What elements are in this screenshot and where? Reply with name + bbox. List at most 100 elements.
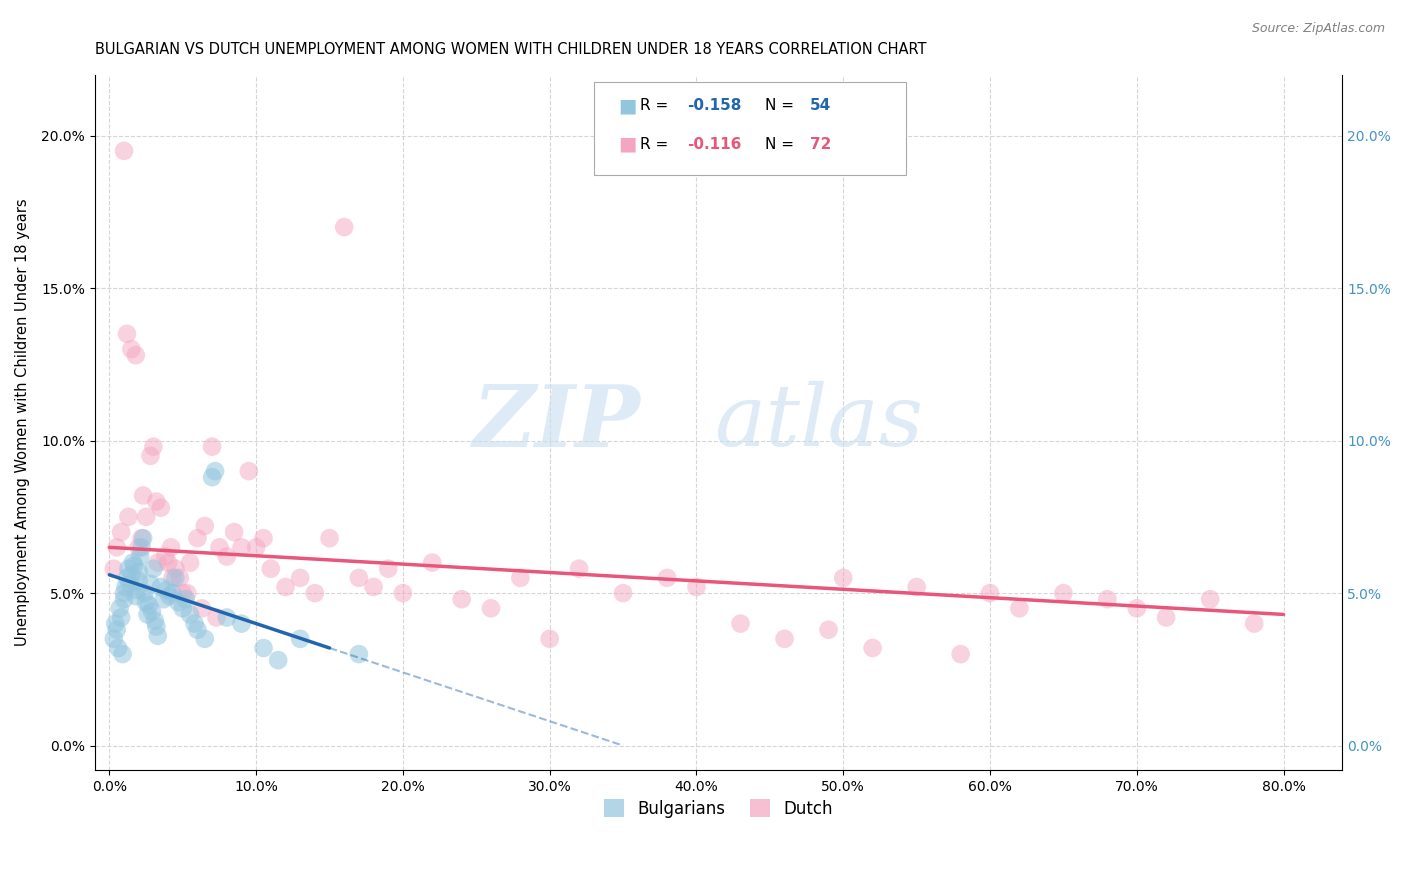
Point bbox=[128, 574, 150, 588]
Point bbox=[134, 586, 156, 600]
Point bbox=[509, 571, 531, 585]
Text: ZIP: ZIP bbox=[472, 381, 640, 464]
Point bbox=[245, 541, 267, 555]
Text: 72: 72 bbox=[810, 136, 831, 152]
Point bbox=[290, 571, 312, 585]
Point bbox=[145, 494, 167, 508]
Text: -0.116: -0.116 bbox=[688, 136, 742, 152]
Text: R =: R = bbox=[640, 136, 673, 152]
Point bbox=[132, 531, 155, 545]
Point bbox=[205, 610, 228, 624]
Point bbox=[179, 556, 201, 570]
Text: Source: ZipAtlas.com: Source: ZipAtlas.com bbox=[1251, 22, 1385, 36]
Point bbox=[127, 582, 149, 597]
Point bbox=[136, 607, 159, 622]
Point bbox=[165, 562, 187, 576]
Point bbox=[131, 541, 153, 555]
Point bbox=[146, 629, 169, 643]
Point bbox=[107, 640, 129, 655]
Point bbox=[114, 580, 136, 594]
Point bbox=[1126, 601, 1149, 615]
Point bbox=[183, 616, 205, 631]
Point bbox=[224, 525, 246, 540]
Point bbox=[132, 488, 155, 502]
Point bbox=[110, 610, 132, 624]
Point bbox=[131, 531, 153, 545]
Text: N =: N = bbox=[765, 136, 799, 152]
Y-axis label: Unemployment Among Women with Children Under 18 years: Unemployment Among Women with Children U… bbox=[15, 199, 30, 646]
Point bbox=[111, 647, 134, 661]
Point bbox=[169, 571, 191, 585]
Point bbox=[135, 509, 157, 524]
Point bbox=[165, 571, 187, 585]
Point bbox=[159, 589, 181, 603]
Point bbox=[318, 531, 340, 545]
Point bbox=[139, 449, 162, 463]
Point bbox=[108, 601, 131, 615]
Text: R =: R = bbox=[640, 98, 673, 113]
Point bbox=[568, 562, 591, 576]
Point bbox=[290, 632, 312, 646]
Point bbox=[152, 592, 174, 607]
Text: -0.158: -0.158 bbox=[688, 98, 742, 113]
Point bbox=[479, 601, 502, 615]
Point bbox=[252, 531, 274, 545]
Point bbox=[260, 562, 283, 576]
Point bbox=[363, 580, 385, 594]
Point bbox=[167, 595, 190, 609]
Point bbox=[905, 580, 928, 594]
Point bbox=[149, 500, 172, 515]
Point bbox=[160, 541, 183, 555]
Point bbox=[1199, 592, 1222, 607]
Point bbox=[172, 586, 194, 600]
Point bbox=[655, 571, 678, 585]
Point bbox=[142, 562, 165, 576]
Point bbox=[201, 470, 224, 484]
Point bbox=[215, 610, 238, 624]
FancyBboxPatch shape bbox=[593, 81, 905, 176]
Point bbox=[117, 562, 139, 576]
Point bbox=[186, 531, 208, 545]
Point bbox=[142, 440, 165, 454]
Point bbox=[208, 541, 231, 555]
Point bbox=[162, 586, 184, 600]
Point bbox=[215, 549, 238, 564]
Point bbox=[832, 571, 855, 585]
Point bbox=[176, 586, 198, 600]
Text: BULGARIAN VS DUTCH UNEMPLOYMENT AMONG WOMEN WITH CHILDREN UNDER 18 YEARS CORRELA: BULGARIAN VS DUTCH UNEMPLOYMENT AMONG WO… bbox=[94, 42, 927, 57]
Point bbox=[120, 342, 142, 356]
Point bbox=[392, 586, 415, 600]
Point bbox=[112, 144, 135, 158]
Point bbox=[128, 541, 150, 555]
Point bbox=[141, 604, 163, 618]
Point bbox=[162, 571, 184, 585]
Point bbox=[157, 556, 180, 570]
Point bbox=[1052, 586, 1074, 600]
Point bbox=[979, 586, 1001, 600]
Point bbox=[172, 601, 194, 615]
Point bbox=[145, 620, 167, 634]
Point bbox=[194, 632, 217, 646]
Point bbox=[377, 562, 399, 576]
Point bbox=[267, 653, 290, 667]
Point bbox=[110, 525, 132, 540]
Point bbox=[538, 632, 561, 646]
Point bbox=[139, 577, 162, 591]
Point bbox=[347, 571, 370, 585]
Point bbox=[112, 592, 135, 607]
Text: N =: N = bbox=[765, 98, 799, 113]
Point bbox=[612, 586, 634, 600]
Point bbox=[124, 558, 146, 573]
Point bbox=[1243, 616, 1265, 631]
Point bbox=[149, 580, 172, 594]
Point bbox=[347, 647, 370, 661]
Legend: Bulgarians, Dutch: Bulgarians, Dutch bbox=[598, 793, 839, 824]
Point bbox=[174, 592, 197, 607]
Point bbox=[252, 640, 274, 655]
Point bbox=[191, 601, 214, 615]
Point bbox=[817, 623, 839, 637]
Point bbox=[146, 556, 169, 570]
Text: ■: ■ bbox=[619, 135, 637, 153]
Point bbox=[194, 519, 217, 533]
Point bbox=[949, 647, 972, 661]
